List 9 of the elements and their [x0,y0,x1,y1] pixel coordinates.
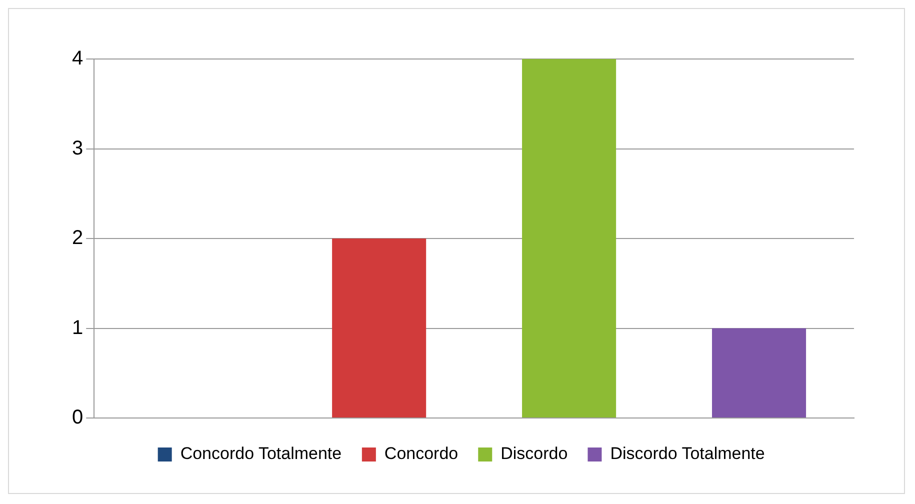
y-tick-label: 3 [72,137,84,160]
y-tick-label: 0 [72,406,84,429]
legend-label: Discordo [500,444,568,464]
legend-label: Concordo [384,444,458,464]
y-tick-label: 2 [72,227,84,250]
y-tick-label: 1 [72,316,84,339]
legend-label: Discordo Totalmente [610,444,765,464]
y-tick-label: 4 [72,48,84,70]
legend-label: Concordo Totalmente [180,444,342,464]
